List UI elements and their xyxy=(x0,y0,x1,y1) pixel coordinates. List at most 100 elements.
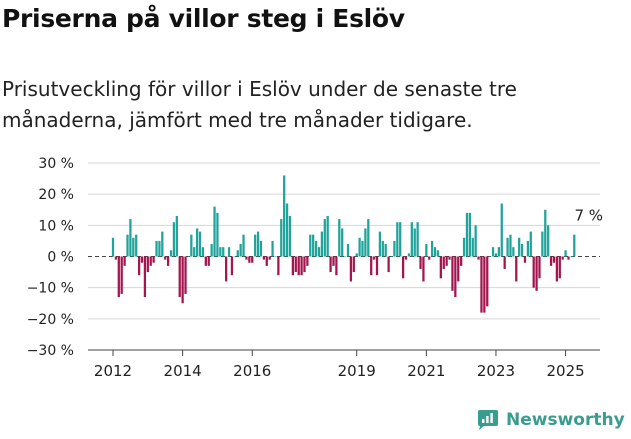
x-tick-label: 2023 xyxy=(477,362,515,380)
bar xyxy=(169,250,173,257)
bar xyxy=(314,240,318,257)
bar xyxy=(111,237,115,257)
bar xyxy=(242,234,245,257)
bar xyxy=(288,215,292,257)
bar xyxy=(294,256,297,273)
bar xyxy=(297,256,300,276)
bar xyxy=(259,240,263,257)
bar xyxy=(317,247,321,257)
y-tick-label: −10 % xyxy=(27,281,74,297)
bar xyxy=(422,256,425,282)
bar xyxy=(306,256,309,266)
bar xyxy=(419,256,422,269)
bar xyxy=(155,240,158,257)
bar xyxy=(448,256,451,260)
bar xyxy=(489,256,492,258)
bar xyxy=(323,219,326,257)
bar xyxy=(567,256,570,260)
bar xyxy=(538,256,541,279)
bar xyxy=(358,237,361,257)
bar xyxy=(471,237,474,257)
bar xyxy=(233,256,236,258)
bar xyxy=(573,234,576,257)
bar xyxy=(262,256,265,260)
bar xyxy=(523,256,527,263)
bar xyxy=(132,237,135,257)
bar xyxy=(251,256,254,263)
bar xyxy=(431,240,434,257)
bar xyxy=(454,256,457,298)
bar xyxy=(265,256,268,266)
bar xyxy=(372,256,376,260)
x-tick-label: 2014 xyxy=(164,362,202,380)
bar xyxy=(129,219,132,257)
bar xyxy=(140,256,144,263)
bar xyxy=(164,256,167,260)
bar xyxy=(535,256,538,291)
bar xyxy=(506,237,509,257)
bar xyxy=(390,256,393,258)
bar xyxy=(245,256,248,260)
bar xyxy=(367,219,370,257)
bar xyxy=(303,256,306,273)
x-tick-label: 2021 xyxy=(407,362,445,380)
bar xyxy=(361,240,364,257)
y-tick-label: −20 % xyxy=(27,312,74,328)
bar xyxy=(404,256,408,260)
bar xyxy=(158,240,161,257)
bar xyxy=(309,234,312,257)
bar xyxy=(355,253,358,257)
bar xyxy=(494,253,498,257)
bar xyxy=(370,256,373,276)
bar xyxy=(474,225,477,257)
bar xyxy=(410,222,413,257)
bar xyxy=(196,228,199,257)
bar xyxy=(520,244,524,257)
bar xyxy=(283,175,286,257)
bar xyxy=(256,231,260,257)
bar xyxy=(178,256,181,298)
bar xyxy=(277,256,280,276)
bar xyxy=(166,256,170,266)
bar xyxy=(146,256,149,273)
y-tick-label: 10 % xyxy=(38,218,74,234)
bar xyxy=(227,247,231,257)
bar xyxy=(184,256,187,294)
bar xyxy=(219,247,222,257)
bar xyxy=(181,256,184,304)
bar xyxy=(425,244,428,257)
bar xyxy=(433,247,437,257)
bar xyxy=(352,256,355,273)
bar xyxy=(552,256,556,263)
x-tick-label: 2012 xyxy=(94,362,132,380)
bar xyxy=(451,256,454,291)
bar xyxy=(213,206,216,257)
bar xyxy=(300,256,303,276)
bar xyxy=(518,237,521,257)
bar xyxy=(477,256,480,260)
bar xyxy=(436,250,440,257)
bar xyxy=(143,256,147,298)
bar xyxy=(236,250,239,257)
bar xyxy=(401,256,405,279)
bar xyxy=(123,256,126,266)
bar xyxy=(515,256,518,282)
bar xyxy=(384,244,387,257)
newsworthy-brand[interactable]: Newsworthy xyxy=(476,408,625,432)
bar xyxy=(561,256,564,260)
bar-series xyxy=(111,175,576,313)
bar xyxy=(120,256,123,294)
bar xyxy=(291,256,295,276)
bar xyxy=(407,253,411,257)
bar xyxy=(210,244,213,257)
bar xyxy=(207,256,210,266)
bar xyxy=(428,256,431,260)
bar xyxy=(312,234,315,257)
bar xyxy=(509,234,512,257)
bar xyxy=(248,256,251,263)
chart-title: Priserna på villor steg i Eslöv xyxy=(2,4,405,33)
bar xyxy=(346,244,350,257)
bar xyxy=(541,231,544,257)
bar xyxy=(274,256,277,258)
